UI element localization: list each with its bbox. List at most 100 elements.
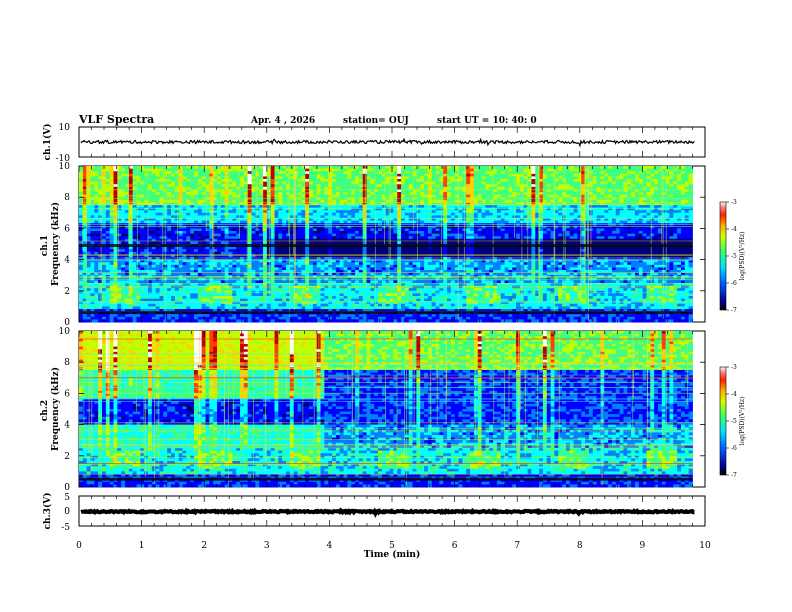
spectrogram-cell [194, 306, 199, 310]
spectrogram-cell [148, 316, 153, 320]
spectrogram-cell [243, 267, 249, 271]
spectrogram-cell [301, 218, 306, 221]
spectrogram-cell [174, 231, 180, 234]
spectrogram-cell [213, 179, 218, 182]
spectrogram-cell [197, 210, 203, 214]
spectrogram-cell [182, 202, 187, 206]
spectrogram-cell [186, 280, 191, 284]
spectrogram-cell [128, 225, 134, 229]
spectrogram-cell [144, 228, 149, 232]
spectrogram-cell [305, 212, 310, 216]
spectrogram-cell [358, 192, 364, 195]
spectrogram-cell [205, 176, 210, 180]
spectrogram-cell [274, 275, 279, 279]
spectrogram-cell [82, 179, 88, 182]
spectrogram-cell [328, 303, 333, 307]
spectrogram-cell [343, 264, 348, 268]
spectrogram-cell [220, 270, 226, 273]
spectrogram-cell [86, 210, 91, 214]
spectrogram-cell [182, 303, 187, 307]
spectrogram-cell [370, 220, 375, 224]
spectrogram-cell [201, 296, 206, 299]
spectrogram-cell [128, 218, 134, 221]
spectrogram-cell [228, 301, 233, 305]
spectrogram-cell [385, 176, 390, 180]
spectrogram-cell [159, 192, 164, 195]
spectrogram-cell [362, 301, 367, 305]
spectrogram-cell [128, 199, 134, 203]
spectrogram-cell [366, 192, 371, 195]
spectrogram-cell [132, 319, 137, 323]
spectrogram-cell [332, 264, 337, 268]
spectrogram-cell [320, 298, 325, 302]
spectrogram-cell [270, 181, 275, 185]
spectrogram-cell [178, 249, 183, 253]
spectrogram-cell [205, 267, 210, 271]
spectrogram-cell [94, 189, 99, 193]
spectrogram-cell [251, 262, 256, 266]
spectrogram-cell [347, 293, 352, 297]
spectrogram-cell [194, 168, 199, 172]
spectrogram-cell [362, 303, 367, 307]
spectrogram-cell [128, 251, 134, 255]
spectrogram-cell [374, 264, 379, 268]
spectrogram-cell [320, 259, 325, 263]
spectrogram-cell [255, 212, 260, 216]
spectrogram-cell [224, 316, 229, 320]
spectrogram-cell [105, 168, 111, 172]
spectrogram-cell [151, 249, 157, 253]
spectrogram-cell [148, 319, 153, 323]
spectrogram-cell [228, 309, 233, 312]
spectrogram-cell [182, 296, 187, 299]
spectrogram-cell [362, 176, 367, 180]
spectrogram-cell [190, 225, 195, 229]
spectrogram-cell [186, 241, 191, 245]
spectrogram-cell [247, 264, 252, 268]
spectrogram-cell [324, 207, 329, 211]
spectrogram-cell [332, 298, 337, 302]
spectrogram-cell [316, 179, 321, 182]
spectrogram-cell [209, 186, 214, 190]
spectrogram-cell [205, 166, 210, 169]
spectrogram-cell [312, 199, 318, 203]
spectrogram-cell [240, 298, 245, 302]
spectrogram-cell [167, 210, 172, 214]
spectrogram-cell [86, 280, 91, 284]
spectrogram-cell [197, 306, 203, 310]
spectrogram-cell [297, 296, 302, 299]
spectrogram-cell [213, 215, 218, 219]
spectrogram-cell [190, 270, 195, 273]
spectrogram-cell [125, 215, 130, 219]
spectrogram-cell [167, 186, 172, 190]
spectrogram-cell [274, 280, 279, 284]
spectrogram-cell [339, 303, 344, 307]
spectrogram-cell [274, 293, 279, 297]
spectrogram-cell [98, 246, 103, 250]
spectrogram-cell [358, 303, 364, 307]
spectrogram-cell [102, 223, 107, 227]
spectrogram-cell [309, 267, 314, 271]
spectrogram-cell [297, 246, 302, 250]
spectrogram-cell [217, 192, 222, 195]
spectrogram-cell [209, 189, 214, 193]
spectrogram-cell [224, 246, 229, 250]
spectrogram-cell [140, 275, 145, 279]
spectrogram-cell [312, 314, 318, 318]
spectrogram-cell [109, 272, 114, 276]
spectrogram-cell [102, 262, 107, 266]
spectrogram-cell [201, 257, 206, 260]
spectrogram-cell [332, 215, 337, 219]
spectrogram-cell [243, 171, 249, 175]
spectrogram-cell [140, 205, 145, 208]
spectrogram-cell [328, 223, 333, 227]
spectrogram-cell [282, 225, 287, 229]
spectrogram-cell [263, 303, 268, 307]
spectrogram-cell [232, 210, 237, 214]
spectrogram-cell [190, 241, 195, 245]
spectrogram-cell [228, 207, 233, 211]
spectrogram-cell [343, 176, 348, 180]
spectrogram-cell [132, 212, 137, 216]
spectrogram-cell [205, 181, 210, 185]
spectrogram-cell [148, 233, 153, 237]
